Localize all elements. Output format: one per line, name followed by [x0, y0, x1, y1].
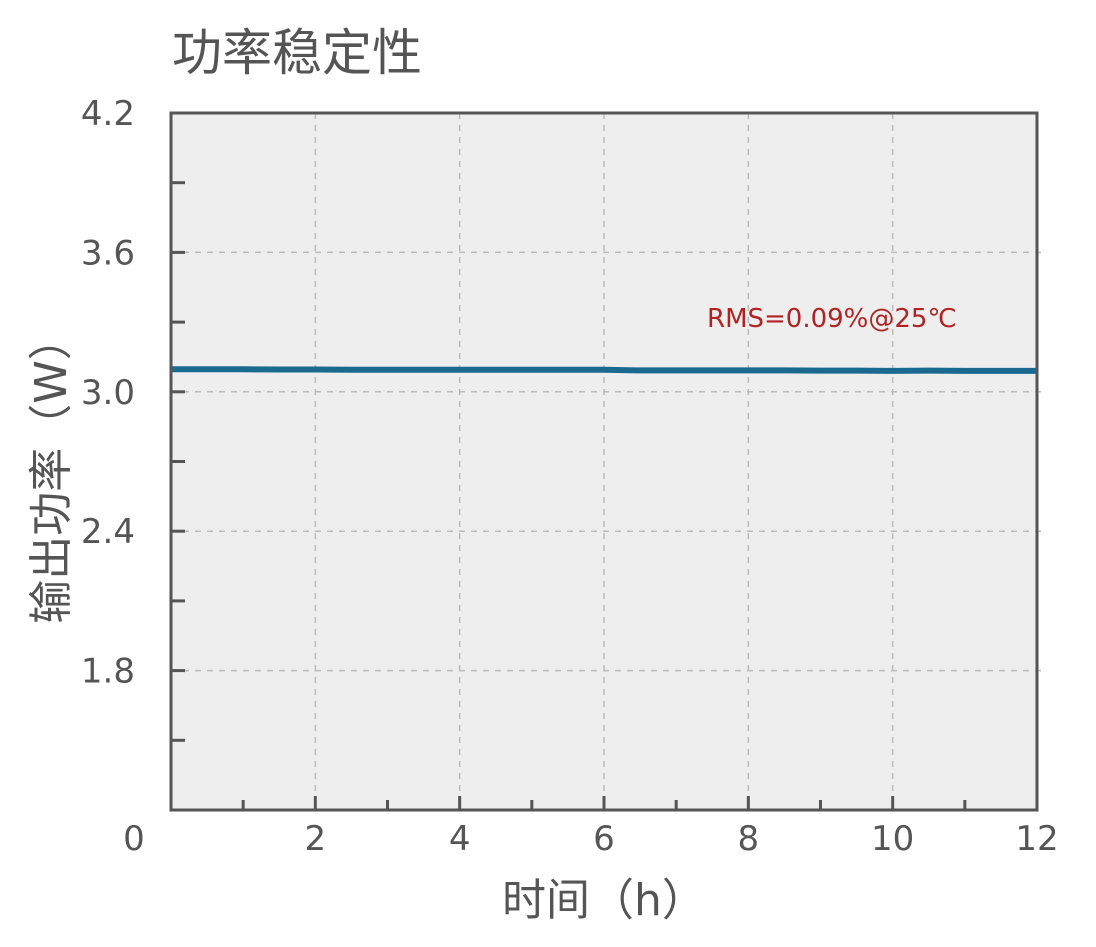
x-tick-label: 0	[123, 819, 145, 859]
series	[171, 366, 1037, 374]
x-tick-label: 12	[1015, 819, 1058, 859]
plot-frame	[169, 111, 1039, 812]
y-tick-label: 2.4	[81, 512, 135, 552]
annotation-rms: RMS=0.09%@25℃	[707, 304, 957, 334]
y-tick-label: 1.8	[81, 652, 135, 692]
y-tick-label: 4.2	[81, 94, 135, 134]
chart-title: 功率稳定性	[172, 24, 422, 82]
tick-labels: 0 2 4 6 8 10 12 1.8 2.4 3.0 3.6 4.2	[81, 94, 1059, 859]
y-axis-label: 输出功率（W）	[26, 316, 77, 624]
x-tick-label: 4	[449, 819, 471, 859]
y-tick-label: 3.0	[81, 373, 135, 413]
grid	[171, 113, 1043, 810]
x-tick-label: 10	[871, 819, 914, 859]
ticks	[171, 181, 967, 810]
x-tick-label: 6	[593, 819, 615, 859]
y-tick-label: 3.6	[81, 233, 135, 273]
x-tick-label: 2	[305, 819, 327, 859]
x-axis-label: 时间（h）	[502, 875, 706, 926]
x-tick-label: 8	[738, 819, 760, 859]
power-line	[171, 366, 1037, 374]
